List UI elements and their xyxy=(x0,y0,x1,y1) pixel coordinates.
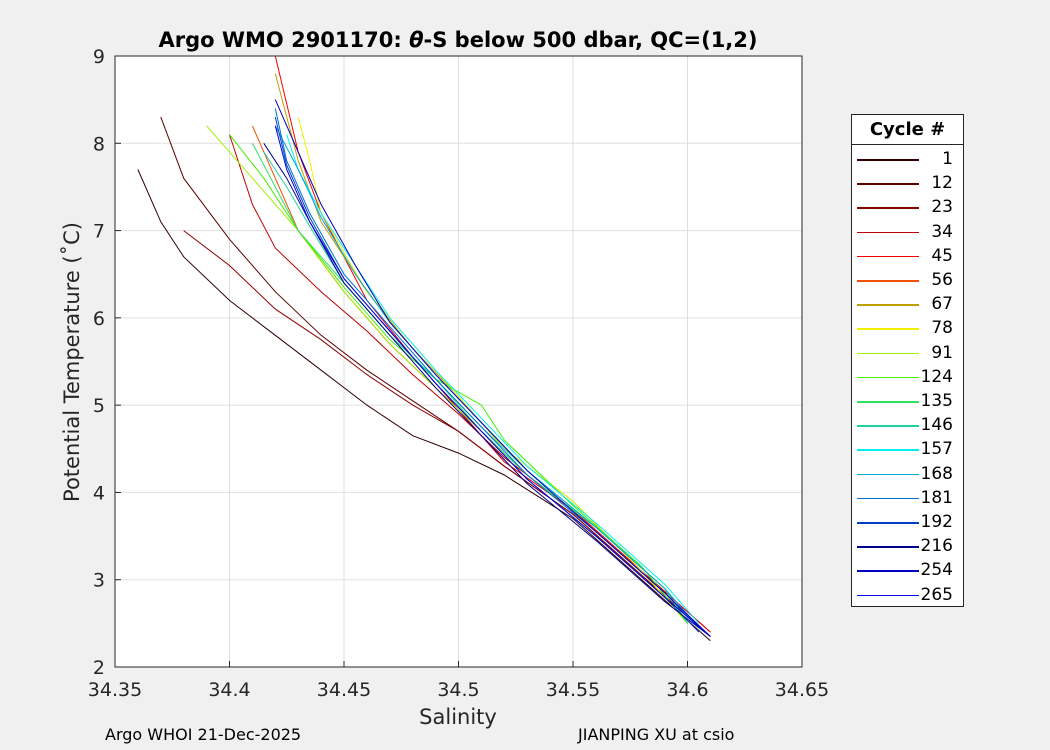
legend-label: 78 xyxy=(931,318,953,339)
legend-item: 192 xyxy=(852,511,963,535)
legend-item: 168 xyxy=(852,463,963,487)
legend-item: 216 xyxy=(852,535,963,559)
legend-label: 56 xyxy=(931,270,953,290)
legend-swatch xyxy=(857,207,919,209)
legend-item: 1 xyxy=(852,148,963,172)
footer-left: Argo WHOI 21-Dec-2025 xyxy=(105,725,302,744)
x-tick-label: 34.6 xyxy=(666,679,708,701)
y-axis-label: Potential Temperature (˚C) xyxy=(60,222,84,502)
legend-item: 67 xyxy=(852,293,963,317)
y-tick-label: 4 xyxy=(93,482,105,504)
y-tick-label: 5 xyxy=(93,395,105,417)
legend-label: 12 xyxy=(931,173,953,194)
y-tick-label: 2 xyxy=(93,657,105,679)
series-line-cycle-23 xyxy=(183,230,711,637)
legend-label: 192 xyxy=(920,512,953,532)
x-tick-label: 34.55 xyxy=(546,679,600,701)
series-line-cycle-157 xyxy=(286,134,700,624)
x-tick-labels: 34.35 34.4 34.45 34.5 34.55 34.6 34.65 xyxy=(88,679,829,701)
legend-swatch xyxy=(857,594,919,597)
x-tick-label: 34.65 xyxy=(775,679,829,701)
legend-item: 78 xyxy=(852,317,963,341)
plot-frame xyxy=(114,55,803,668)
legend-label: 45 xyxy=(931,245,953,266)
legend-label: 181 xyxy=(920,487,953,508)
legend-swatch xyxy=(857,401,919,403)
legend-swatch xyxy=(857,304,919,306)
chart-title: Argo WMO 2901170: θ-S below 500 dbar, QC… xyxy=(158,28,757,52)
legend-swatch xyxy=(857,570,919,572)
legend-item: 254 xyxy=(852,559,963,583)
legend-item: 56 xyxy=(852,269,963,293)
y-tick-label: 7 xyxy=(93,221,105,243)
series-group xyxy=(137,55,711,642)
legend-swatch xyxy=(857,255,919,258)
legend-item: 135 xyxy=(852,390,963,414)
series-line-cycle-254 xyxy=(274,99,711,637)
legend-label: 91 xyxy=(931,342,953,363)
legend-label: 157 xyxy=(920,439,953,460)
legend-label: 23 xyxy=(931,197,953,218)
legend-label: 168 xyxy=(920,463,953,484)
legend-item: 23 xyxy=(852,196,963,220)
legend-swatch xyxy=(857,328,919,330)
footer-right: JIANPING XU at csio xyxy=(578,725,735,744)
legend-swatch xyxy=(857,231,919,234)
legend-label: 135 xyxy=(920,391,953,411)
y-tick-label: 8 xyxy=(93,133,105,155)
legend-swatch xyxy=(857,522,919,524)
legend-swatch xyxy=(857,425,919,427)
legend-item: 124 xyxy=(852,366,963,390)
legend-swatch xyxy=(857,183,919,185)
legend-label: 254 xyxy=(920,560,953,581)
legend-label: 265 xyxy=(920,584,953,605)
legend-swatch xyxy=(857,497,919,500)
legend-title: Cycle # xyxy=(852,115,963,145)
y-tick-label: 3 xyxy=(93,570,105,592)
legend-item: 181 xyxy=(852,487,963,511)
x-axis-label: Salinity xyxy=(419,705,497,729)
x-tick-label: 34.35 xyxy=(88,679,142,701)
legend-swatch xyxy=(857,546,919,548)
legend-swatch xyxy=(857,159,919,161)
legend-item: 12 xyxy=(852,172,963,196)
legend-label: 1 xyxy=(942,149,953,169)
legend-swatch xyxy=(857,280,919,282)
legend-label: 216 xyxy=(920,536,953,557)
legend-item: 34 xyxy=(852,221,963,245)
legend-item: 157 xyxy=(852,438,963,462)
legend-item: 91 xyxy=(852,342,963,366)
legend-swatch xyxy=(857,449,919,451)
x-tick-label: 34.5 xyxy=(437,679,479,701)
legend-item: 45 xyxy=(852,245,963,269)
legend: Cycle # 1 12 23 34 45 56 67 78 91 124 135 146 157 168… xyxy=(851,114,964,607)
legend-label: 34 xyxy=(931,221,953,242)
legend-swatch xyxy=(857,473,919,476)
series-line-cycle-1 xyxy=(137,169,711,642)
legend-label: 124 xyxy=(920,366,953,387)
legend-item: 265 xyxy=(852,584,963,608)
legend-swatch xyxy=(857,376,919,379)
series-line-cycle-265 xyxy=(274,125,711,637)
y-tick-label: 9 xyxy=(93,46,105,68)
legend-label: 146 xyxy=(920,415,953,436)
y-tick-labels: 2 3 4 5 6 7 8 9 xyxy=(93,46,105,679)
y-tick-label: 6 xyxy=(93,308,105,330)
series-line-cycle-216 xyxy=(263,143,711,637)
legend-swatch xyxy=(857,352,919,355)
legend-item: 146 xyxy=(852,414,963,438)
legend-label: 67 xyxy=(931,294,953,315)
x-tick-label: 34.45 xyxy=(317,679,371,701)
x-tick-label: 34.4 xyxy=(208,679,250,701)
